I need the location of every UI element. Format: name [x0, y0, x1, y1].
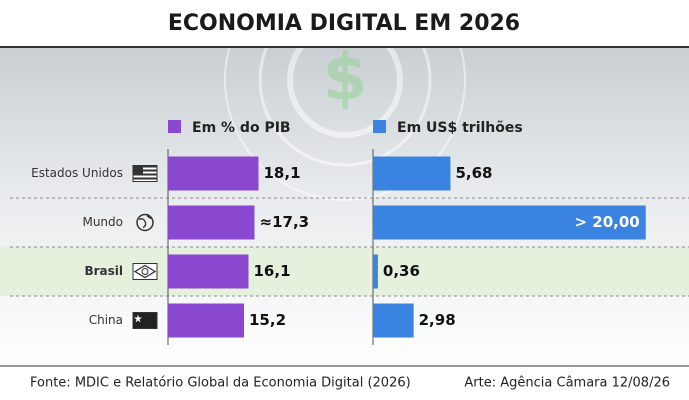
flag-icon: [132, 263, 158, 280]
bar: [168, 156, 259, 191]
flag-stripe: [133, 169, 157, 172]
bar: [168, 303, 244, 338]
value-label: 0,36: [383, 262, 420, 280]
bar: [373, 303, 414, 338]
flag: [132, 312, 158, 329]
value-label: 16,1: [254, 262, 291, 280]
value-label: 2,98: [419, 311, 456, 329]
category-label: Estados Unidos: [31, 166, 123, 180]
legend-swatch: [168, 120, 181, 133]
credit: Arte: Agência Câmara 12/08/26: [464, 376, 670, 391]
legend-label: Em % do PIB: [192, 120, 291, 136]
flag-star: [134, 314, 142, 323]
legend-swatch: [373, 120, 386, 133]
flag-icon: [136, 213, 154, 232]
bar: [373, 254, 378, 289]
flag: [132, 263, 158, 280]
row-highlight: [0, 247, 689, 296]
flag-canton: [133, 165, 143, 174]
value-label: 15,2: [249, 311, 286, 329]
category-label: Brasil: [84, 264, 123, 278]
bar: [373, 156, 451, 191]
value-label: ≈17,3: [260, 213, 310, 231]
flag-icon: [132, 312, 158, 329]
bar: [373, 205, 646, 240]
legend-label: Em US$ trilhões: [397, 120, 523, 136]
flag-icon: [132, 165, 158, 182]
globe: [136, 213, 154, 232]
value-label: 5,68: [455, 164, 492, 182]
value-label: > 20,00: [574, 213, 639, 231]
globe-land: [138, 215, 153, 229]
flag-stripe: [133, 165, 157, 168]
flag-circle: [141, 268, 149, 275]
chart-title: ECONOMIA DIGITAL EM 2026: [168, 11, 520, 36]
source: Fonte: MDIC e Relatório Global da Econom…: [30, 376, 411, 391]
flag-diamond: [133, 264, 157, 279]
bar: [168, 205, 255, 240]
flag-stripe: [133, 177, 157, 180]
category-label: Mundo: [82, 215, 123, 229]
flag-stripe: [133, 173, 157, 176]
value-label: 18,1: [264, 164, 301, 182]
category-label: China: [89, 313, 123, 327]
bar: [168, 254, 249, 289]
dollar-decoration: $: [323, 42, 368, 116]
decoration: [224, 0, 466, 201]
